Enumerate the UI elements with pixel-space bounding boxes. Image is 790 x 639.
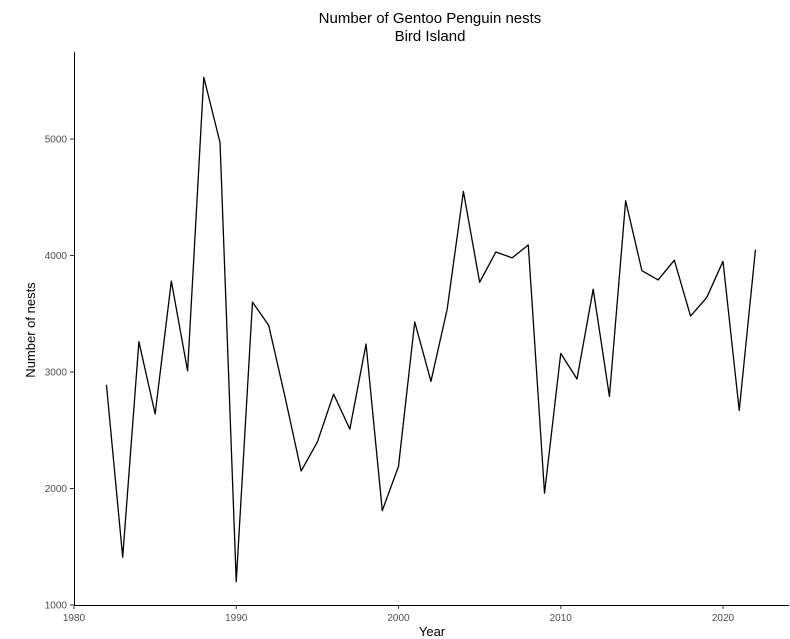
data-point-2018 — [689, 314, 693, 318]
data-point-2012 — [591, 287, 595, 291]
x-tick-label: 1980 — [63, 613, 86, 624]
data-point-2020 — [721, 259, 725, 263]
data-point-2010 — [559, 351, 563, 355]
data-point-2006 — [494, 250, 498, 254]
data-point-2000 — [397, 464, 401, 468]
data-point-2007 — [510, 256, 514, 260]
data-point-2022 — [753, 248, 757, 252]
y-tick-label: 3000 — [45, 368, 68, 379]
data-point-1982 — [104, 383, 108, 387]
y-tick-label: 5000 — [45, 135, 68, 146]
data-point-1988 — [202, 75, 206, 79]
data-point-2011 — [575, 377, 579, 381]
data-point-2019 — [705, 295, 709, 299]
x-tick-label: 2000 — [387, 613, 410, 624]
data-point-1996 — [332, 392, 336, 396]
data-point-1986 — [169, 279, 173, 283]
data-point-2017 — [672, 258, 676, 262]
data-point-2004 — [461, 189, 465, 193]
data-point-2021 — [737, 408, 741, 412]
data-point-1995 — [315, 440, 319, 444]
chart-title: Number of Gentoo Penguin nests — [319, 10, 542, 27]
data-point-2013 — [607, 394, 611, 398]
series-points — [104, 75, 757, 583]
x-tick-label: 2010 — [550, 613, 573, 624]
y-tick-label: 1000 — [45, 601, 68, 612]
data-point-2014 — [624, 199, 628, 203]
x-tick-label: 1990 — [225, 613, 248, 624]
data-point-1993 — [283, 394, 287, 398]
data-point-1998 — [364, 342, 368, 346]
data-point-2016 — [656, 278, 660, 282]
data-point-1994 — [299, 469, 303, 473]
data-point-1990 — [234, 580, 238, 584]
x-axis-title: Year — [419, 624, 446, 639]
data-point-1991 — [250, 300, 254, 304]
data-point-2009 — [543, 491, 547, 495]
y-tick-label: 2000 — [45, 484, 68, 495]
chart-subtitle: Bird Island — [395, 28, 466, 45]
data-point-1987 — [186, 369, 190, 373]
data-point-2015 — [640, 269, 644, 273]
y-axis-title: Number of nests — [23, 282, 38, 378]
data-point-2002 — [429, 379, 433, 383]
data-point-2001 — [413, 320, 417, 324]
y-tick-label: 4000 — [45, 251, 68, 262]
data-point-1985 — [153, 412, 157, 416]
data-point-1989 — [218, 140, 222, 144]
data-point-1997 — [348, 427, 352, 431]
x-tick-label: 2020 — [712, 613, 735, 624]
data-point-1984 — [137, 340, 141, 344]
axis-ticks: 1980 1990 2000 2010 2020 1000 2000 3000 4000 5000 — [45, 135, 735, 625]
data-point-1999 — [380, 509, 384, 513]
data-point-2003 — [445, 307, 449, 311]
data-point-1983 — [121, 555, 125, 559]
data-point-2008 — [526, 243, 530, 247]
series-line — [105, 76, 757, 583]
data-point-2005 — [478, 280, 482, 284]
data-point-1992 — [267, 323, 271, 327]
